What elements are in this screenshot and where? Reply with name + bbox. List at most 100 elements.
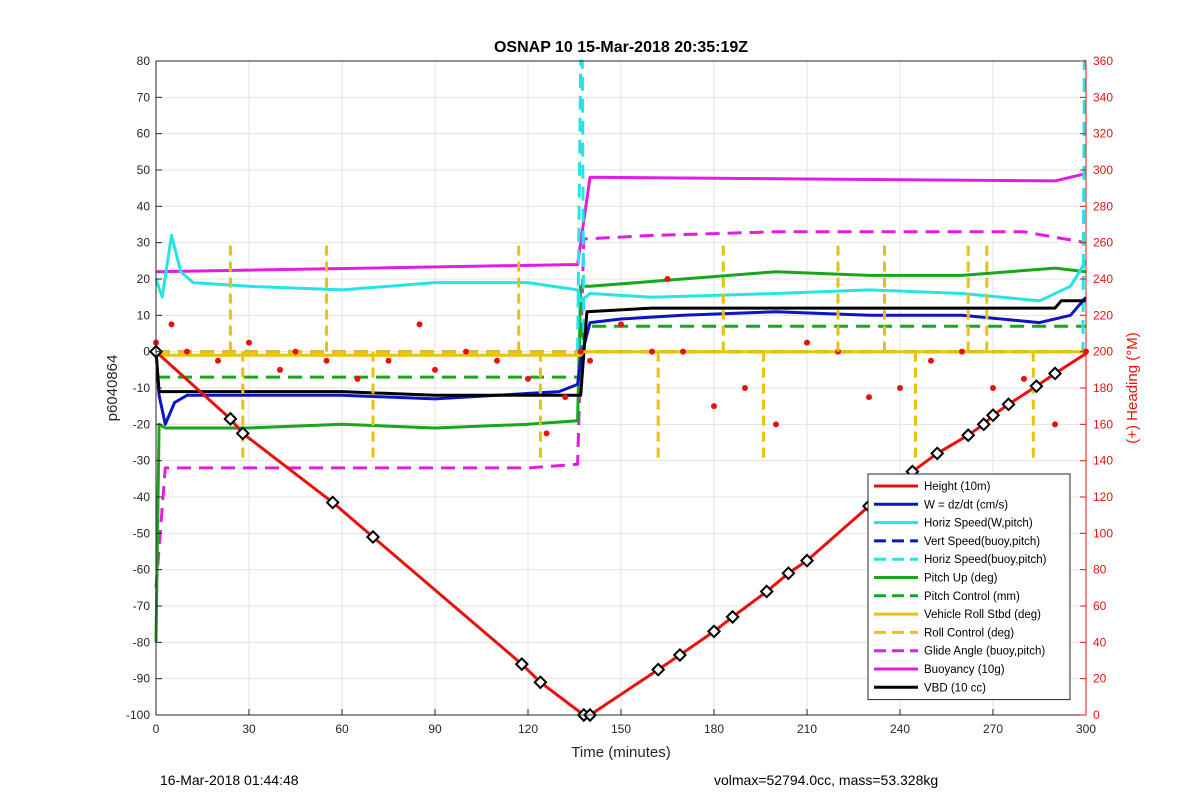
y-tick-label: -70 (133, 599, 151, 613)
legend-label: Roll Control (deg) (924, 627, 1014, 639)
y2-tick-label: 140 (1093, 454, 1113, 468)
heading-point (277, 366, 283, 373)
footer-vehicle-info: volmax=52794.0cc, mass=53.328kg (714, 772, 939, 788)
heading-point (562, 394, 569, 401)
x-tick-label: 90 (428, 722, 442, 736)
y-axis-label: p6040864 (104, 355, 121, 422)
height-marker (1001, 397, 1016, 412)
y2-tick-label: 0 (1093, 708, 1100, 722)
x-tick-label: 270 (983, 722, 1003, 736)
y2-tick-label: 100 (1093, 526, 1113, 540)
x-tick-label: 120 (518, 722, 538, 736)
y-tick-label: 70 (137, 90, 151, 104)
y2-tick-label: 340 (1093, 90, 1113, 104)
heading-point (680, 348, 686, 355)
height-marker (365, 529, 381, 545)
height-marker (725, 609, 740, 624)
series-w-dz-dt-cm-s (154, 296, 1088, 426)
x-tick-label: 60 (335, 722, 349, 736)
legend-label: Vert Speed(buoy,pitch) (924, 536, 1040, 548)
y2-tick-label: 280 (1093, 199, 1113, 213)
y-tick-label: 30 (137, 236, 151, 250)
height-marker (961, 428, 976, 443)
height-marker (235, 426, 250, 441)
heading-point (990, 385, 996, 391)
x-axis-label: Time (minutes) (571, 744, 670, 761)
y2-axis-label: (+) Heading (°M) (1124, 332, 1141, 443)
height-marker (706, 624, 722, 639)
x-tick-label: 180 (704, 722, 724, 736)
heading-point (866, 394, 872, 401)
heading-point (897, 385, 903, 391)
y-tick-label: -30 (133, 454, 151, 468)
heading-point (525, 375, 531, 382)
y-tick-label: 60 (137, 127, 151, 141)
y-tick-label: 0 (143, 345, 150, 359)
heading-point (385, 357, 392, 364)
heading-point (664, 276, 671, 282)
height-marker (325, 495, 340, 510)
height-marker (533, 675, 548, 690)
y-tick-label: 40 (137, 199, 151, 213)
y-tick-label: -10 (133, 381, 151, 395)
y-tick-label: -20 (133, 417, 151, 431)
legend-label: Height (10m) (924, 481, 991, 493)
height-marker (985, 408, 1001, 423)
heading-point (494, 357, 500, 364)
height-marker (1047, 366, 1063, 381)
heading-point (543, 430, 550, 437)
heading-point (711, 403, 717, 410)
x-tick-label: 30 (242, 722, 256, 736)
y-tick-label: -50 (133, 526, 151, 540)
heading-point (184, 348, 190, 355)
y-tick-label: -80 (133, 635, 151, 649)
heading-point (773, 421, 779, 428)
legend-box (867, 473, 1071, 701)
footer-timestamp: 16-Mar-2018 01:44:48 (160, 772, 299, 788)
legend-label: Horiz Speed(W,pitch) (924, 518, 1033, 530)
x-tick-label: 0 (153, 722, 160, 736)
heading-point (292, 348, 299, 355)
x-tick-label: 210 (797, 722, 817, 736)
height-marker (1029, 379, 1044, 394)
height-marker (976, 417, 991, 432)
series-layer (148, 59, 1089, 723)
series-horiz-speed-w-pitch (154, 233, 1088, 303)
legend-label: Pitch Control (mm) (924, 591, 1020, 603)
y-tick-label: -100 (126, 708, 150, 722)
height-marker (223, 411, 238, 426)
legend-label: Vehicle Roll Stbd (deg) (924, 609, 1041, 621)
heading-point (618, 321, 624, 328)
y2-tick-label: 60 (1093, 599, 1107, 613)
x-tick-label: 300 (1076, 722, 1096, 736)
heading-point (742, 385, 748, 391)
y-tick-label: -90 (133, 672, 151, 686)
y-tick-label: 50 (137, 163, 151, 177)
height-marker (930, 446, 945, 461)
heading-point (959, 348, 965, 355)
y2-tick-label: 200 (1093, 345, 1113, 359)
y2-tick-label: 360 (1093, 54, 1113, 68)
legend-label: VBD (10 cc) (924, 682, 986, 694)
y2-tick-label: 240 (1093, 272, 1113, 286)
heading-point (1021, 375, 1027, 382)
heading-point (215, 357, 221, 364)
y2-tick-label: 40 (1093, 635, 1107, 649)
series-buoyancy-10g (155, 172, 1087, 274)
chart-title: OSNAP 10 15-Mar-2018 20:35:19Z (494, 39, 748, 56)
y-tick-label: -40 (133, 490, 151, 504)
legend-label: Buoyancy (10g) (924, 664, 1005, 676)
y2-tick-label: 300 (1093, 163, 1113, 177)
height-marker (799, 553, 815, 568)
heading-point (587, 357, 593, 364)
heading-point (577, 348, 584, 355)
height-marker (781, 566, 796, 581)
x-tick-label: 240 (890, 722, 910, 736)
heading-point (246, 339, 252, 346)
y2-tick-label: 260 (1093, 236, 1113, 250)
legend-label: Pitch Up (deg) (924, 573, 998, 585)
heading-point (432, 366, 438, 373)
y-tick-label: 10 (137, 308, 151, 322)
ticks: 0 30 60 90 120 150 180 210 240 270 300-100-90-80-7… (126, 54, 1113, 736)
